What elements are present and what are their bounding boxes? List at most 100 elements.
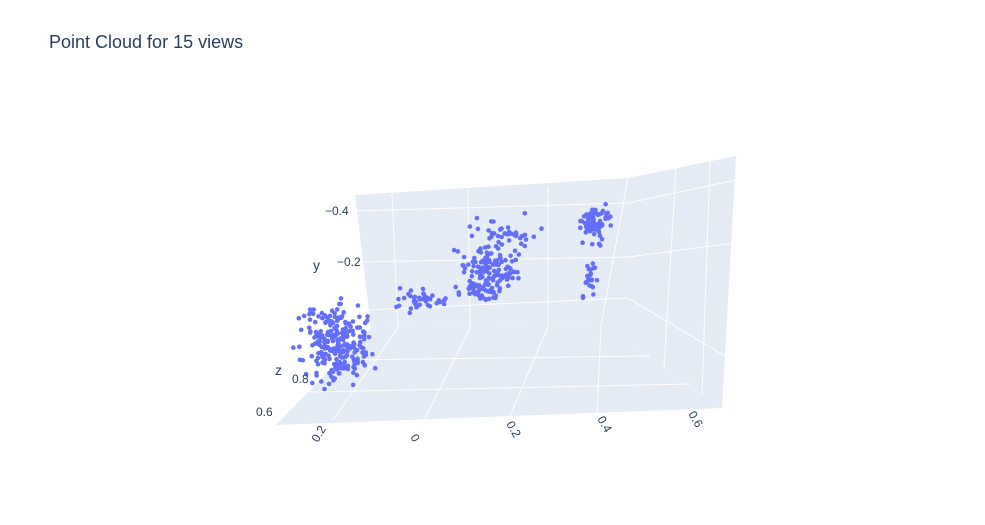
scatter-point [366,334,372,340]
scatter-point [411,295,417,301]
scatter-point [441,301,447,307]
scatter-point [330,338,336,344]
scatter-point [343,319,348,325]
scatter-point [599,211,604,216]
scatter-point [499,234,505,240]
scatter-point [327,347,333,352]
scatter-point [322,386,327,392]
scatter-point [335,343,341,348]
scatter-point [485,282,491,288]
scatter-point [351,332,356,337]
scatter-point [337,359,342,365]
scatter-point [301,313,307,319]
scatter-point [307,317,313,322]
x-tick-label: 0 [407,432,423,445]
scatter-point [310,380,315,386]
scatter-point [499,276,505,281]
scatter-point [309,353,315,359]
scatter-point [491,268,497,274]
scatter-point [595,228,601,233]
scatter-point [339,366,345,371]
scatter-point [362,333,367,338]
scatter-point [515,269,520,275]
scatter-point [598,243,603,248]
scatter-point [345,363,351,369]
scatter-point [351,342,357,347]
scatter-point [413,301,418,307]
scatter-point [470,290,476,295]
scatter-point [600,222,605,227]
scatter-point [469,273,475,279]
scatter-point [484,250,490,255]
scatter-point [317,342,322,348]
scatter-point [608,223,613,228]
scatter-point [488,251,494,256]
scatter-point [361,336,367,342]
scatter-point [474,270,480,275]
scatter-point [475,264,481,270]
scatter-point [513,257,519,263]
scatter-point [339,350,344,355]
scatter-point [506,275,512,280]
scatter-point [338,315,344,321]
scatter-point [487,236,492,241]
scatter-point [365,314,370,319]
scatter-point [354,372,360,378]
scatter-point [603,201,608,207]
scatter-point [461,254,467,260]
y-axis-title: y [313,257,320,273]
scatter-point [594,278,600,283]
scatter-point [583,230,589,235]
scatter-point [396,303,402,309]
scatter-point [331,335,336,340]
scatter-point [587,228,593,234]
scatter-point [370,351,375,357]
scatter-point [443,296,448,301]
scatter-point [420,296,426,302]
scatter-point [580,240,585,245]
scatter-point [357,334,363,340]
floor-pane [276,326,722,425]
scatter-point [350,382,356,388]
scatter-point [323,319,329,325]
scatter-point [496,239,501,245]
scatter-point [451,247,457,253]
x-tick-label: 0.6 [685,409,706,431]
scatter-point [591,231,597,237]
scatter-point [315,355,321,361]
scatter-point [467,224,473,229]
scatter-point [350,319,356,324]
scatter-point [514,232,519,237]
scatter-point [327,356,332,362]
back-pane [355,156,736,408]
scatter-point [324,315,330,320]
point-cloud [291,201,613,392]
scatter-point [339,330,345,336]
scatter-point [467,291,472,297]
scatter-point [590,225,596,230]
scatter-point [357,343,362,348]
scatter-point [306,325,312,331]
scatter-point [476,249,481,254]
scatter-point [499,259,505,265]
scatter-point [489,285,495,291]
scatter-point [344,332,350,338]
scatter-point [421,291,426,296]
scatter-point [343,325,349,331]
scatter-point [496,267,502,273]
scatter-point [503,257,508,263]
y-tick-label: −0.2 [337,255,361,269]
scatter-point [326,381,332,387]
scatter-point [507,270,512,276]
scatter-point [357,325,363,330]
scatter-point [492,258,498,264]
scatter-point [495,246,501,251]
axis-panes [276,156,736,425]
scatter-point [531,234,537,240]
scatter-point [328,328,334,334]
scatter-point [499,242,505,247]
chart-title: Point Cloud for 15 views [49,32,244,52]
scatter-point [350,328,356,334]
scatter-point [341,310,347,315]
